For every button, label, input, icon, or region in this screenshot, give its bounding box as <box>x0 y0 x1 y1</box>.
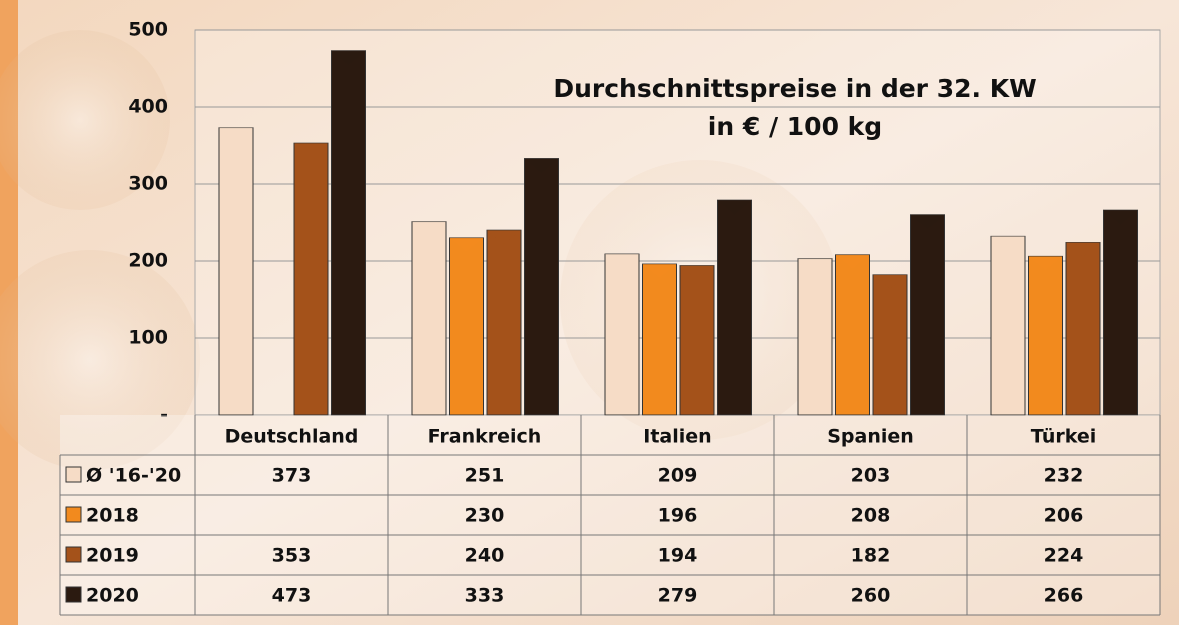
bar <box>642 263 677 416</box>
y-tick-label: 500 <box>128 19 168 41</box>
bar <box>449 237 484 416</box>
table <box>60 415 1160 615</box>
table-value: 251 <box>465 465 505 487</box>
chart-subtitle: in € / 100 kg <box>708 112 882 141</box>
bar <box>872 274 908 416</box>
table-value: 224 <box>1044 545 1084 567</box>
bar-cap <box>1066 242 1100 257</box>
bar <box>411 221 447 416</box>
bar-cap <box>1028 256 1063 271</box>
legend-swatch <box>65 506 82 523</box>
table-value: 266 <box>1044 585 1084 607</box>
bar-cap <box>910 214 945 229</box>
bar <box>717 199 752 416</box>
legend-label: Ø '16-'20 <box>86 465 181 487</box>
bar-cap <box>524 158 559 173</box>
legend-label: 2020 <box>86 585 139 607</box>
bar <box>524 158 559 416</box>
bar-cap <box>412 221 446 236</box>
legend-swatch <box>65 546 82 563</box>
table-value: 373 <box>272 465 312 487</box>
table-value: 473 <box>272 585 312 607</box>
bar-cap <box>873 274 907 289</box>
x-tick-label: Türkei <box>1031 426 1097 448</box>
y-tick-label: 100 <box>128 327 168 349</box>
bar <box>835 254 870 416</box>
bar <box>1028 255 1063 416</box>
bar-cap <box>835 254 870 269</box>
table-value: 206 <box>1044 505 1084 527</box>
table-value: 208 <box>851 505 891 527</box>
table-value: 260 <box>851 585 891 607</box>
bar <box>1065 242 1101 416</box>
bar-cap <box>642 264 677 279</box>
bar <box>990 235 1026 416</box>
bar-cap <box>798 258 832 273</box>
legend-label: 2019 <box>86 545 139 567</box>
y-tick-label: - <box>160 404 168 426</box>
bar <box>1103 209 1138 416</box>
bar <box>293 142 329 416</box>
bar <box>486 229 522 416</box>
y-tick-label: 200 <box>128 250 168 272</box>
y-tick-label: 300 <box>128 173 168 195</box>
legend-label: 2018 <box>86 505 139 527</box>
table-value: 203 <box>851 465 891 487</box>
bar-cap <box>294 143 328 158</box>
table-value: 230 <box>465 505 505 527</box>
texture <box>0 250 200 470</box>
y-tick-label: 400 <box>128 96 168 118</box>
bar-cap <box>717 200 752 215</box>
bar <box>910 214 945 416</box>
bar-cap <box>331 50 366 65</box>
table-value: 196 <box>658 505 698 527</box>
table-value: 232 <box>1044 465 1084 487</box>
x-tick-label: Spanien <box>827 426 914 448</box>
legend-swatch <box>65 586 82 603</box>
table-value: 240 <box>465 545 505 567</box>
bar <box>331 50 366 416</box>
legend-swatch <box>65 466 82 483</box>
bar-cap <box>219 127 253 142</box>
bar-cap <box>605 254 639 269</box>
chart-title: Durchschnittspreise in der 32. KW <box>553 74 1036 103</box>
table-value: 209 <box>658 465 698 487</box>
bar <box>679 265 715 416</box>
bar-cap <box>449 237 484 252</box>
table-value: 194 <box>658 545 698 567</box>
x-tick-label: Deutschland <box>225 426 359 448</box>
texture <box>0 30 170 210</box>
x-tick-label: Frankreich <box>428 426 542 448</box>
table-value: 182 <box>851 545 891 567</box>
bar-cap <box>991 236 1025 251</box>
table-value: 353 <box>272 545 312 567</box>
x-tick-label: Italien <box>643 426 711 448</box>
bar <box>604 253 640 416</box>
table-value: 279 <box>658 585 698 607</box>
bar <box>218 127 254 416</box>
table-value: 333 <box>465 585 505 607</box>
bar-cap <box>1103 210 1138 225</box>
bar-cap <box>680 265 714 280</box>
bar-cap <box>487 230 521 245</box>
bar <box>797 258 833 416</box>
